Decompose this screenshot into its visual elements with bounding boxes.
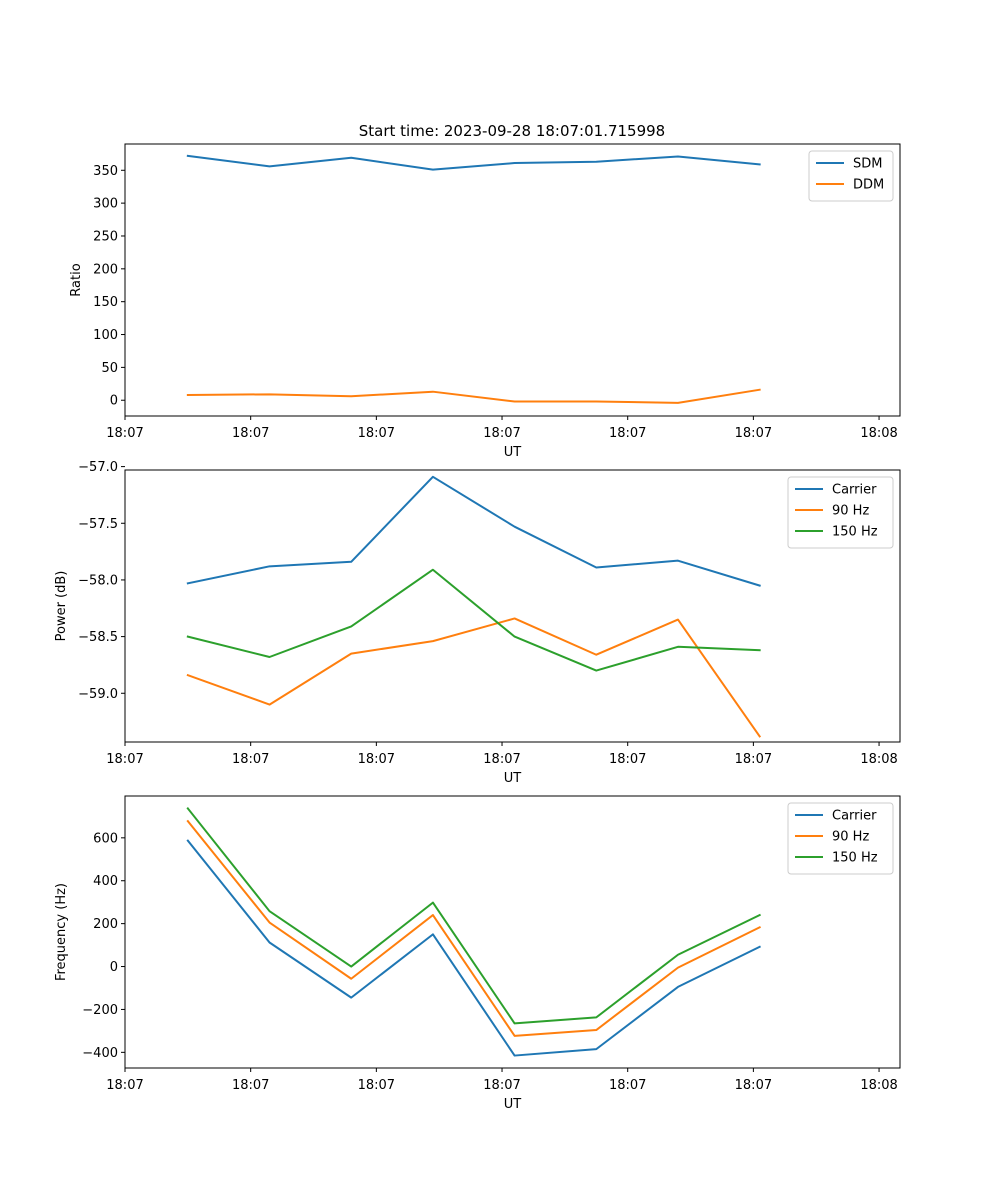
power-x-tick-label: 18:07 (106, 752, 143, 767)
ratio-y-tick-label: 250 (93, 229, 118, 244)
power-subplot: 18:07 18:07 18:07 18:07 18:07 18:07 18:08 −59.0… (54, 460, 901, 786)
ratio-y-tick-label: 100 (93, 328, 118, 343)
ratio-y-tick-label: 150 (93, 295, 118, 310)
power-legend-label: 90 Hz (832, 504, 869, 519)
power-y-tick-label: −59.0 (78, 687, 118, 702)
power-x-tick-label: 18:07 (232, 752, 269, 767)
ratio-legend: SDM DDM (808, 150, 894, 202)
power-series-150-hz (186, 568, 761, 672)
frequency-x-tick-label: 18:08 (860, 1078, 897, 1093)
frequency-legend-label: 150 Hz (832, 851, 878, 866)
ratio-x-tick-label: 18:07 (735, 426, 772, 441)
frequency-y-axis-label: Frequency (Hz) (54, 883, 69, 981)
frequency-x-tick-label: 18:07 (483, 1078, 520, 1093)
frequency-x-tick-label: 18:07 (232, 1078, 269, 1093)
ratio-legend-label: SDM (853, 157, 882, 172)
frequency-y-tick-label: 0 (110, 960, 118, 975)
power-y-tick-label: −57.0 (78, 460, 118, 475)
power-x-tick-label: 18:07 (609, 752, 646, 767)
ratio-series-sdm (186, 154, 761, 171)
frequency-subplot: 18:07 18:07 18:07 18:07 18:07 18:07 18:08 −400 −… (54, 795, 901, 1112)
ratio-x-tick-label: 18:07 (358, 426, 395, 441)
power-axes-frame (124, 469, 901, 743)
power-y-tick-label: −58.5 (78, 630, 118, 645)
ratio-x-axis-label: UT (504, 445, 522, 460)
frequency-series-90-hz (186, 819, 761, 1037)
ratio-y-tick-label: 300 (93, 197, 118, 212)
frequency-x-tick-label: 18:07 (358, 1078, 395, 1093)
frequency-legend: Carrier 90 Hz 150 Hz (787, 802, 894, 875)
ratio-x-tick-label: 18:08 (860, 426, 897, 441)
power-x-tick-label: 18:07 (483, 752, 520, 767)
ratio-series-ddm (186, 388, 761, 404)
power-legend: Carrier 90 Hz 150 Hz (787, 476, 894, 549)
frequency-legend-label: Carrier (832, 809, 877, 824)
power-x-tick-label: 18:07 (358, 752, 395, 767)
ratio-legend-label: DDM (853, 178, 884, 193)
ratio-y-tick-label: 200 (93, 262, 118, 277)
frequency-y-tick-label: 200 (93, 917, 118, 932)
power-legend-label: 150 Hz (832, 525, 878, 540)
frequency-series-150-hz (186, 807, 761, 1025)
ratio-x-tick-label: 18:07 (232, 426, 269, 441)
frequency-axes-frame (124, 795, 901, 1069)
frequency-y-tick-label: 400 (93, 874, 118, 889)
power-y-tick-label: −58.0 (78, 573, 118, 588)
frequency-x-axis-label: UT (504, 1097, 522, 1112)
power-x-tick-label: 18:07 (735, 752, 772, 767)
frequency-x-tick-label: 18:07 (609, 1078, 646, 1093)
frequency-legend-label: 90 Hz (832, 830, 869, 845)
frequency-y-tick-label: 600 (93, 831, 118, 846)
power-x-axis-label: UT (504, 771, 522, 786)
frequency-y-tick-label: −200 (82, 1003, 118, 1018)
ratio-subplot: 18:07 18:07 18:07 18:07 18:07 18:07 18:08 0 50 10… (69, 143, 901, 460)
ratio-x-tick-label: 18:07 (483, 426, 520, 441)
figure-title: Start time: 2023-09-28 18:07:01.715998 (359, 122, 665, 140)
frequency-x-tick-label: 18:07 (735, 1078, 772, 1093)
frequency-series-carrier (186, 839, 761, 1057)
power-y-axis-label: Power (dB) (54, 571, 69, 642)
power-series-carrier (186, 475, 761, 587)
power-series-90-hz (186, 617, 762, 738)
ratio-x-tick-label: 18:07 (609, 426, 646, 441)
ratio-y-tick-label: 50 (101, 361, 118, 376)
ratio-x-tick-label: 18:07 (106, 426, 143, 441)
frequency-y-tick-label: −400 (82, 1046, 118, 1061)
frequency-x-tick-label: 18:07 (106, 1078, 143, 1093)
ratio-y-tick-label: 0 (110, 394, 118, 409)
power-legend-label: Carrier (832, 483, 877, 498)
ratio-y-tick-label: 350 (93, 164, 118, 179)
ratio-axes-frame (124, 143, 901, 417)
power-y-tick-label: −57.5 (78, 517, 118, 532)
ratio-y-axis-label: Ratio (69, 263, 84, 296)
power-x-tick-label: 18:08 (860, 752, 897, 767)
